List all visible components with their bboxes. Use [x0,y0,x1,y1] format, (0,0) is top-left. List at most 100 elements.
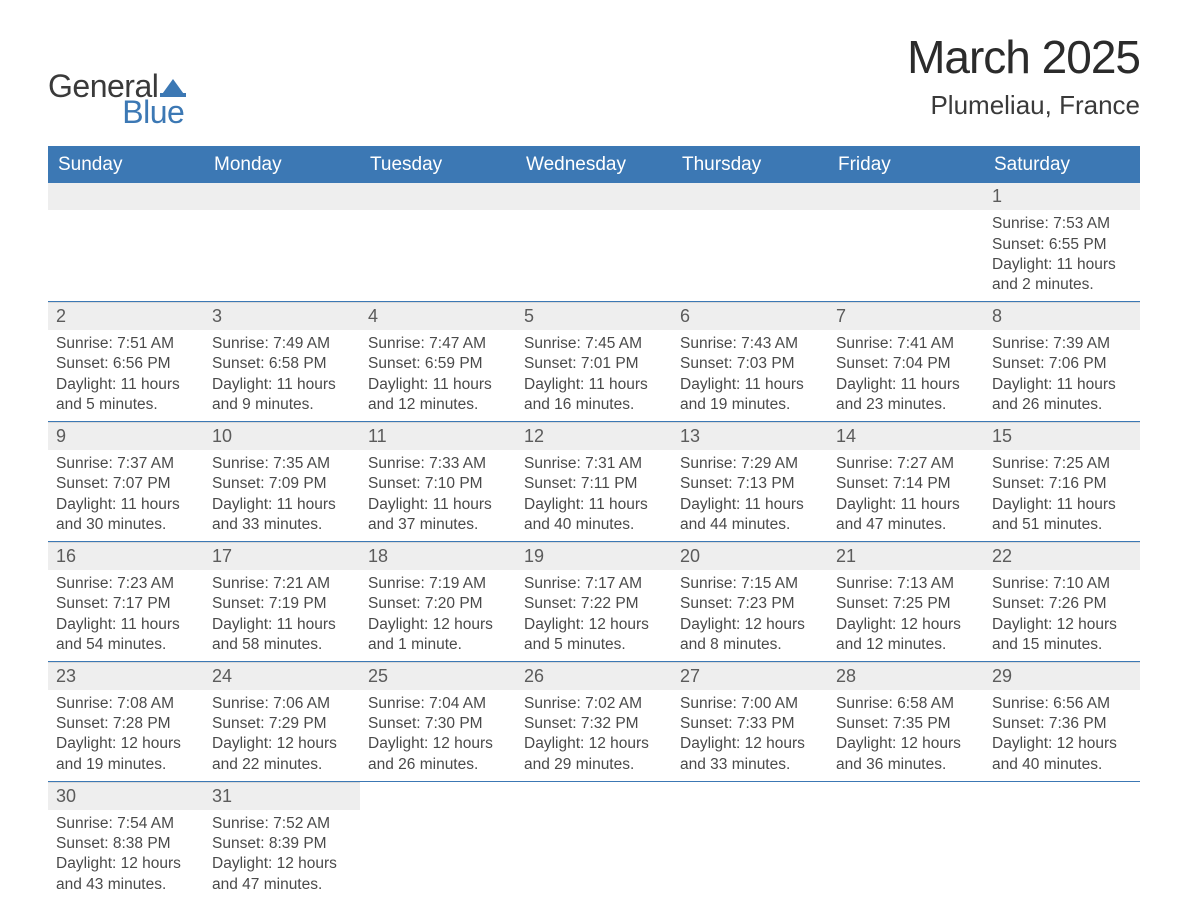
weekday-header: Sunday [48,147,204,183]
daylight-line: Daylight: 11 hours and 58 minutes. [212,615,354,655]
day-number: 9 [48,422,204,450]
day-content [672,210,828,270]
daylight-line: Daylight: 12 hours and 43 minutes. [56,854,198,894]
calendar-cell: 29Sunrise: 6:56 AMSunset: 7:36 PMDayligh… [984,661,1140,781]
page-title: March 2025 [907,30,1140,84]
calendar-cell [828,183,984,302]
daylight-line: Daylight: 12 hours and 36 minutes. [836,734,978,774]
weekday-header: Saturday [984,147,1140,183]
sunrise-line: Sunrise: 7:00 AM [680,694,822,714]
day-number: 17 [204,542,360,570]
sunset-line: Sunset: 7:04 PM [836,354,978,374]
sunrise-line: Sunrise: 7:49 AM [212,334,354,354]
sunrise-line: Sunrise: 7:17 AM [524,574,666,594]
sunrise-line: Sunrise: 7:19 AM [368,574,510,594]
daylight-line: Daylight: 11 hours and 44 minutes. [680,495,822,535]
day-content: Sunrise: 7:00 AMSunset: 7:33 PMDaylight:… [672,690,828,781]
calendar-cell: 11Sunrise: 7:33 AMSunset: 7:10 PMDayligh… [360,421,516,541]
calendar-cell: 1Sunrise: 7:53 AMSunset: 6:55 PMDaylight… [984,183,1140,302]
day-content [48,210,204,270]
daylight-line: Daylight: 11 hours and 2 minutes. [992,255,1134,295]
sunrise-line: Sunrise: 7:15 AM [680,574,822,594]
calendar-cell [204,183,360,302]
sunrise-line: Sunrise: 7:37 AM [56,454,198,474]
day-content: Sunrise: 7:19 AMSunset: 7:20 PMDaylight:… [360,570,516,661]
weekday-header-row: Sunday Monday Tuesday Wednesday Thursday… [48,147,1140,183]
day-number: 18 [360,542,516,570]
sunrise-line: Sunrise: 7:08 AM [56,694,198,714]
day-number [984,782,1140,809]
day-content: Sunrise: 7:47 AMSunset: 6:59 PMDaylight:… [360,330,516,421]
sunset-line: Sunset: 7:19 PM [212,594,354,614]
sunset-line: Sunset: 7:16 PM [992,474,1134,494]
day-content [672,809,828,869]
logo-text-blue: Blue [122,96,184,128]
sunset-line: Sunset: 7:22 PM [524,594,666,614]
day-content [516,809,672,869]
sunset-line: Sunset: 7:09 PM [212,474,354,494]
daylight-line: Daylight: 12 hours and 15 minutes. [992,615,1134,655]
calendar-cell: 30Sunrise: 7:54 AMSunset: 8:38 PMDayligh… [48,781,204,900]
day-number: 15 [984,422,1140,450]
sunset-line: Sunset: 7:11 PM [524,474,666,494]
day-content: Sunrise: 6:56 AMSunset: 7:36 PMDaylight:… [984,690,1140,781]
calendar-cell: 21Sunrise: 7:13 AMSunset: 7:25 PMDayligh… [828,541,984,661]
day-content: Sunrise: 7:45 AMSunset: 7:01 PMDaylight:… [516,330,672,421]
weekday-header: Tuesday [360,147,516,183]
sunrise-line: Sunrise: 7:51 AM [56,334,198,354]
sunrise-line: Sunrise: 7:54 AM [56,814,198,834]
sunset-line: Sunset: 6:58 PM [212,354,354,374]
daylight-line: Daylight: 12 hours and 33 minutes. [680,734,822,774]
calendar-week-row: 1Sunrise: 7:53 AMSunset: 6:55 PMDaylight… [48,183,1140,302]
day-number [204,183,360,210]
calendar-week-row: 16Sunrise: 7:23 AMSunset: 7:17 PMDayligh… [48,541,1140,661]
day-content [360,809,516,869]
sunset-line: Sunset: 7:33 PM [680,714,822,734]
day-content: Sunrise: 7:49 AMSunset: 6:58 PMDaylight:… [204,330,360,421]
calendar-cell [672,781,828,900]
daylight-line: Daylight: 11 hours and 9 minutes. [212,375,354,415]
day-content [204,210,360,270]
sunset-line: Sunset: 7:35 PM [836,714,978,734]
day-content [984,809,1140,869]
day-number: 16 [48,542,204,570]
calendar-cell: 18Sunrise: 7:19 AMSunset: 7:20 PMDayligh… [360,541,516,661]
sunrise-line: Sunrise: 7:35 AM [212,454,354,474]
daylight-line: Daylight: 11 hours and 16 minutes. [524,375,666,415]
day-number: 19 [516,542,672,570]
daylight-line: Daylight: 11 hours and 51 minutes. [992,495,1134,535]
sunset-line: Sunset: 7:32 PM [524,714,666,734]
calendar-cell [672,183,828,302]
sunset-line: Sunset: 7:17 PM [56,594,198,614]
day-number: 4 [360,302,516,330]
sunrise-line: Sunrise: 7:31 AM [524,454,666,474]
sunset-line: Sunset: 7:14 PM [836,474,978,494]
sunrise-line: Sunrise: 7:43 AM [680,334,822,354]
day-number [48,183,204,210]
sunset-line: Sunset: 7:06 PM [992,354,1134,374]
daylight-line: Daylight: 11 hours and 19 minutes. [680,375,822,415]
day-content [828,210,984,270]
day-content: Sunrise: 7:23 AMSunset: 7:17 PMDaylight:… [48,570,204,661]
day-content: Sunrise: 7:15 AMSunset: 7:23 PMDaylight:… [672,570,828,661]
day-number: 6 [672,302,828,330]
day-number: 10 [204,422,360,450]
day-number: 23 [48,662,204,690]
sunset-line: Sunset: 7:25 PM [836,594,978,614]
day-number: 22 [984,542,1140,570]
day-number [360,782,516,809]
day-number: 8 [984,302,1140,330]
calendar-cell: 24Sunrise: 7:06 AMSunset: 7:29 PMDayligh… [204,661,360,781]
sunrise-line: Sunrise: 7:52 AM [212,814,354,834]
sunset-line: Sunset: 7:26 PM [992,594,1134,614]
daylight-line: Daylight: 12 hours and 8 minutes. [680,615,822,655]
day-number: 31 [204,782,360,810]
day-content: Sunrise: 7:54 AMSunset: 8:38 PMDaylight:… [48,810,204,901]
day-number: 11 [360,422,516,450]
day-content: Sunrise: 7:13 AMSunset: 7:25 PMDaylight:… [828,570,984,661]
sunrise-line: Sunrise: 7:53 AM [992,214,1134,234]
calendar-cell: 15Sunrise: 7:25 AMSunset: 7:16 PMDayligh… [984,421,1140,541]
sunset-line: Sunset: 7:28 PM [56,714,198,734]
daylight-line: Daylight: 11 hours and 33 minutes. [212,495,354,535]
daylight-line: Daylight: 12 hours and 5 minutes. [524,615,666,655]
